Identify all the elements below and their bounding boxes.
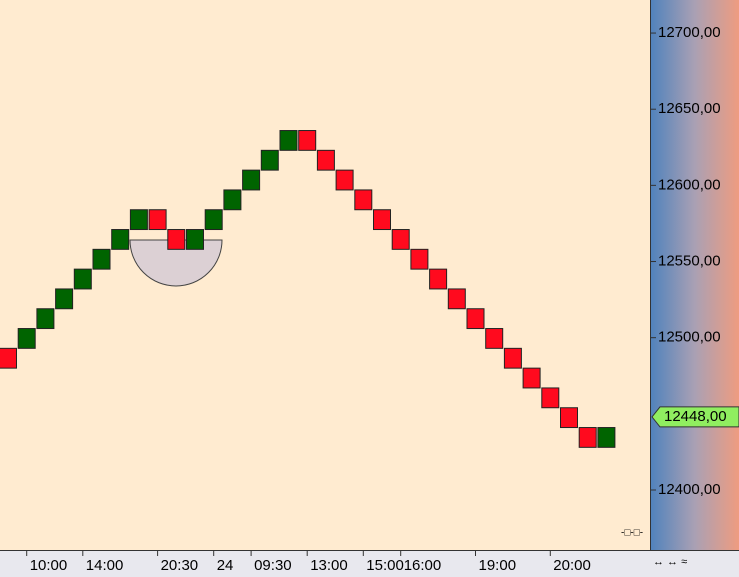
x-tick-label: 14:00 [86, 557, 124, 574]
y-tick-label: 12500,00 [658, 329, 721, 346]
brick [298, 130, 317, 151]
brick [373, 209, 391, 231]
toolbar-icons: ↔ ↔ ≈ -□-□- [621, 528, 687, 568]
brick [316, 149, 335, 171]
brick [0, 347, 17, 369]
brick [204, 209, 223, 231]
brick [578, 427, 597, 448]
y-tick-label: 12550,00 [658, 252, 721, 269]
highlight-shape [129, 239, 223, 287]
brick [466, 308, 485, 330]
plot-area [0, 0, 650, 550]
x-tick-label: 24 [217, 557, 234, 574]
brick [148, 209, 167, 231]
brick [541, 387, 560, 409]
brick [522, 367, 541, 389]
last-value-marker [651, 406, 739, 428]
brick [129, 209, 148, 231]
brick [279, 130, 298, 151]
x-tick-label: 16:00 [404, 557, 442, 574]
y-tick-label: 12400,00 [658, 481, 721, 498]
brick [485, 328, 504, 349]
x-tick-label: 15:00 [366, 557, 404, 574]
brick [36, 308, 55, 330]
price-axis [650, 0, 739, 550]
y-tick-label: 12650,00 [658, 100, 721, 117]
y-tick-label: 12700,00 [658, 24, 721, 41]
icon[interactable]: ↔ ↔ ≈ [653, 556, 687, 568]
brick [242, 169, 261, 191]
brick [73, 268, 92, 290]
brick [410, 248, 429, 270]
x-tick-label: 09:30 [254, 557, 292, 574]
brick [429, 268, 448, 290]
brick [597, 427, 616, 448]
icon[interactable]: -□-□- [621, 528, 643, 539]
brick [111, 229, 130, 250]
brick [260, 149, 279, 171]
time-axis [0, 550, 739, 577]
last-value-label: 12448,00 [664, 408, 727, 425]
y-tick-label: 12600,00 [658, 176, 721, 193]
brick [92, 248, 111, 270]
brick [503, 347, 522, 369]
brick [167, 229, 186, 250]
x-tick-label: 13:00 [310, 557, 348, 574]
brick [354, 189, 373, 211]
brick [55, 288, 74, 310]
brick [391, 229, 410, 250]
brick [335, 169, 354, 191]
brick [560, 407, 578, 429]
brick [186, 229, 204, 250]
x-tick-label: 20:00 [553, 557, 591, 574]
brick [17, 328, 36, 349]
x-tick-label: 10:00 [30, 557, 68, 574]
x-tick-label: 20:30 [161, 557, 199, 574]
brick [223, 189, 242, 211]
x-tick-label: 19:00 [479, 557, 517, 574]
brick [447, 288, 466, 310]
